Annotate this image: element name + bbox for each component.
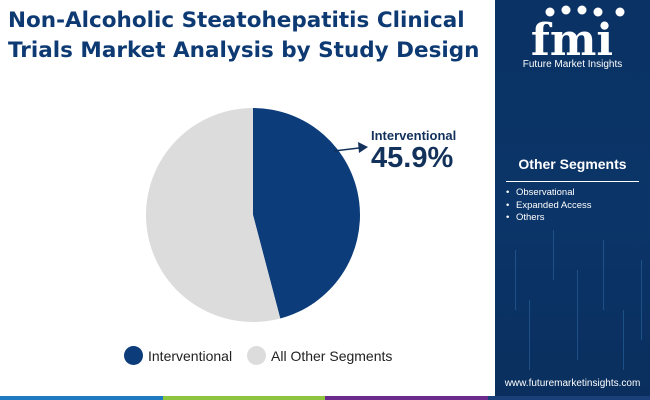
- legend-label: All Other Segments: [271, 347, 393, 364]
- list-item: Observational: [506, 187, 592, 200]
- callout-arrow-line: [333, 147, 360, 152]
- fmi-logo: fmi: [531, 5, 625, 66]
- list-item: Others: [506, 212, 592, 225]
- callout-label: Interventional: [371, 128, 457, 143]
- footer-segment: [325, 396, 488, 400]
- footer-segment: [0, 396, 163, 400]
- pie-slice-all-other-segments: [145, 108, 281, 322]
- list-item: Expanded Access: [506, 200, 592, 213]
- footer-segment: [487, 396, 650, 400]
- footer-segment: [162, 396, 325, 400]
- other-segments-list: Observational Expanded Access Others: [506, 187, 592, 225]
- brand-name: Future Market Insights: [522, 59, 623, 70]
- footer-color-bar: [0, 396, 650, 400]
- legend-swatch: [247, 346, 266, 365]
- legend-label: Interventional: [148, 347, 233, 364]
- logo-wordmark: fmi: [531, 15, 613, 66]
- website-url[interactable]: www.futuremarketinsights.com: [504, 378, 641, 389]
- sidebar: fmi Future Market Insights Other Segment…: [495, 0, 650, 400]
- pie-chart: [145, 108, 368, 322]
- legend-swatch: [124, 346, 143, 365]
- legend-item-other-segments: All Other Segments: [247, 346, 392, 365]
- divider: [506, 181, 639, 182]
- callout-value: 45.9%: [371, 142, 454, 174]
- chart-title: Non-Alcoholic Steatohepatitis Clinical T…: [8, 8, 480, 63]
- other-segments-title: Other Segments: [518, 156, 627, 172]
- pie-slices: [145, 108, 360, 322]
- legend-item-interventional: Interventional: [124, 346, 232, 365]
- pie-slice-interventional: [253, 108, 360, 319]
- callout-arrow-head: [358, 142, 368, 153]
